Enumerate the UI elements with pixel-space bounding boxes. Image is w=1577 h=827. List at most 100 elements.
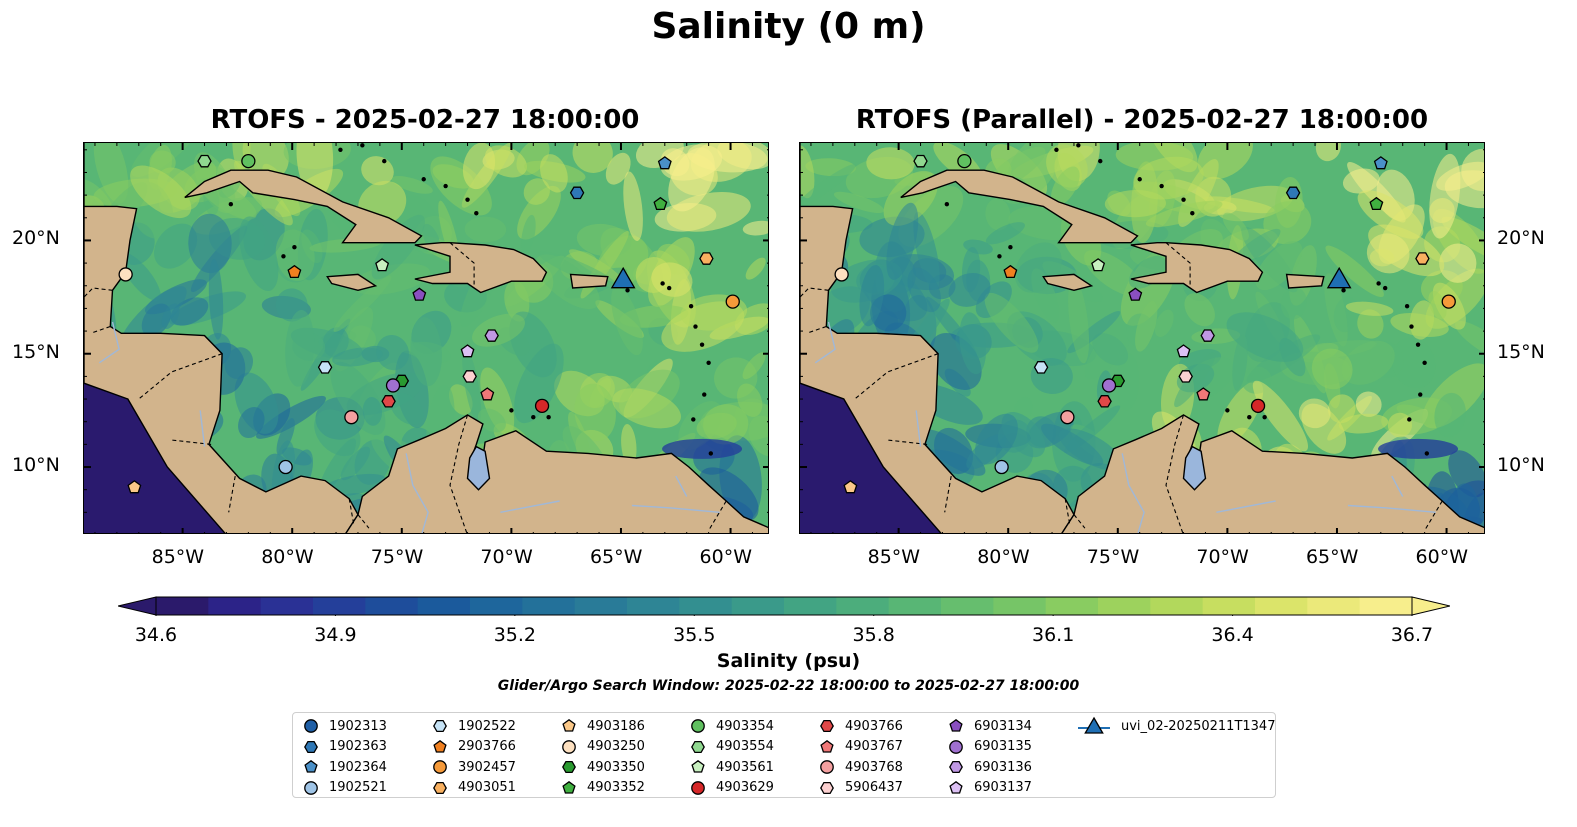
legend-label: 4903250 bbox=[587, 739, 645, 754]
float-marker-6903137 bbox=[1176, 344, 1191, 358]
map-panel-left bbox=[83, 142, 769, 534]
hexagon-marker-icon bbox=[949, 760, 963, 774]
circle-marker-icon bbox=[949, 739, 963, 754]
lon-tick-label: 85°W bbox=[867, 546, 921, 568]
float-marker-4903768 bbox=[344, 410, 359, 425]
float-marker-3902457 bbox=[1441, 294, 1456, 309]
colorbar-bin bbox=[941, 597, 994, 615]
colorbar-bin bbox=[627, 597, 680, 615]
river bbox=[814, 321, 836, 364]
legend-item-4903350: 4903350 bbox=[561, 757, 645, 777]
float-marker-2903766 bbox=[287, 264, 302, 279]
lon-tick-label: 65°W bbox=[1305, 546, 1359, 568]
colorbar-tick-label: 35.8 bbox=[852, 624, 895, 646]
float-marker-4903051 bbox=[1415, 252, 1430, 265]
colorbar-bin bbox=[208, 597, 262, 615]
float-marker-6903134 bbox=[412, 287, 427, 301]
lon-tick-label: 65°W bbox=[589, 546, 643, 568]
float-marker-4903352 bbox=[653, 196, 668, 211]
colorbar-min-extend bbox=[117, 596, 157, 616]
map-ticks bbox=[84, 143, 768, 533]
lat-tick-label-right: 15°N bbox=[1497, 340, 1545, 363]
float-marker-4903186 bbox=[843, 480, 858, 494]
float-marker-5906437 bbox=[1178, 370, 1193, 383]
country-border bbox=[228, 476, 236, 513]
legend-label: 4903629 bbox=[716, 780, 774, 795]
legend-item-1902522: 1902522 bbox=[432, 716, 516, 736]
river bbox=[915, 410, 922, 447]
float-marker-4903186 bbox=[127, 480, 142, 494]
legend-item-1902363: 1902363 bbox=[303, 737, 387, 757]
colorbar-tick-label: 35.2 bbox=[493, 624, 536, 646]
pacific-ocean bbox=[84, 383, 225, 533]
float-marker-1902363 bbox=[1285, 186, 1301, 200]
hexagon-marker-icon bbox=[304, 740, 318, 753]
colorbar-bin bbox=[365, 597, 419, 615]
river bbox=[675, 475, 688, 497]
legend-label: 6903135 bbox=[974, 739, 1032, 754]
circle-marker-icon bbox=[691, 780, 705, 795]
legend-item-6903135: 6903135 bbox=[948, 737, 1032, 757]
legend-label: 2903766 bbox=[458, 739, 516, 754]
float-marker-6903135 bbox=[385, 378, 401, 393]
land-cuba bbox=[900, 169, 1139, 244]
river bbox=[199, 410, 206, 447]
glider-marker bbox=[610, 266, 636, 289]
colorbar-bin bbox=[1255, 597, 1308, 615]
legend-item-6903134: 6903134 bbox=[948, 716, 1032, 736]
float-marker-4903354 bbox=[957, 153, 972, 169]
circle-marker-icon bbox=[304, 780, 318, 795]
colorbar-bin bbox=[731, 597, 785, 615]
float-marker-4903051 bbox=[699, 252, 714, 265]
legend-item-5906437: 5906437 bbox=[819, 778, 903, 798]
float-marker-4903767 bbox=[1196, 387, 1211, 401]
legend-label: 1902313 bbox=[329, 718, 387, 734]
float-marker-4903767 bbox=[480, 387, 495, 401]
country-border bbox=[800, 287, 829, 298]
float-marker-6903136 bbox=[484, 329, 499, 342]
float-marker-4903561 bbox=[375, 258, 390, 272]
legend-label: 6903136 bbox=[974, 759, 1032, 775]
legend-item-6903136: 6903136 bbox=[948, 757, 1032, 777]
country-border bbox=[1424, 500, 1443, 531]
lat-tick-label-left: 10°N bbox=[12, 454, 60, 477]
lon-tick-label: 60°W bbox=[699, 546, 753, 568]
legend-item-1902313: 1902313 bbox=[303, 716, 387, 736]
legend-label: 4903354 bbox=[716, 718, 774, 734]
colorbar-tick-label: 36.4 bbox=[1211, 624, 1254, 646]
pentagon-marker-icon bbox=[562, 780, 576, 794]
colorbar-bin bbox=[1202, 597, 1256, 615]
map-left-svg bbox=[84, 143, 768, 533]
colorbar-svg bbox=[117, 596, 1451, 616]
river bbox=[1391, 475, 1404, 497]
float-marker-1902521 bbox=[994, 459, 1009, 475]
river bbox=[98, 321, 120, 364]
legend-item-4903186: 4903186 bbox=[561, 716, 645, 736]
colorbar-tick-label: 36.1 bbox=[1031, 624, 1075, 646]
land-hisp bbox=[414, 241, 548, 294]
legend-item-4903354: 4903354 bbox=[690, 716, 774, 736]
river bbox=[1121, 453, 1145, 533]
float-marker-4903354 bbox=[241, 153, 256, 169]
legend-label: 6903134 bbox=[974, 718, 1032, 734]
pacific-ocean bbox=[800, 383, 941, 533]
colorbar-bin bbox=[1307, 597, 1361, 615]
circle-marker-icon bbox=[304, 719, 318, 733]
colorbar-bin bbox=[417, 597, 471, 615]
search-window-note: Glider/Argo Search Window: 2025-02-22 18… bbox=[497, 678, 1080, 694]
country-border bbox=[84, 287, 113, 298]
circle-marker-icon bbox=[820, 760, 834, 774]
river bbox=[1216, 500, 1276, 513]
legend-label: 4903561 bbox=[716, 759, 774, 775]
circle-marker-icon bbox=[433, 760, 447, 774]
land-hisp bbox=[1130, 241, 1264, 294]
colorbar-bin bbox=[1150, 597, 1204, 615]
lon-tick-label: 80°W bbox=[261, 546, 314, 568]
legend-item-2903766: 2903766 bbox=[432, 737, 516, 757]
legend-label: 4903767 bbox=[845, 739, 903, 754]
colorbar-bin bbox=[836, 597, 890, 615]
circle-marker-icon bbox=[691, 719, 705, 733]
float-marker-2903766 bbox=[1003, 264, 1018, 279]
glider-marker bbox=[1326, 266, 1352, 289]
map-ticks bbox=[800, 143, 1484, 533]
